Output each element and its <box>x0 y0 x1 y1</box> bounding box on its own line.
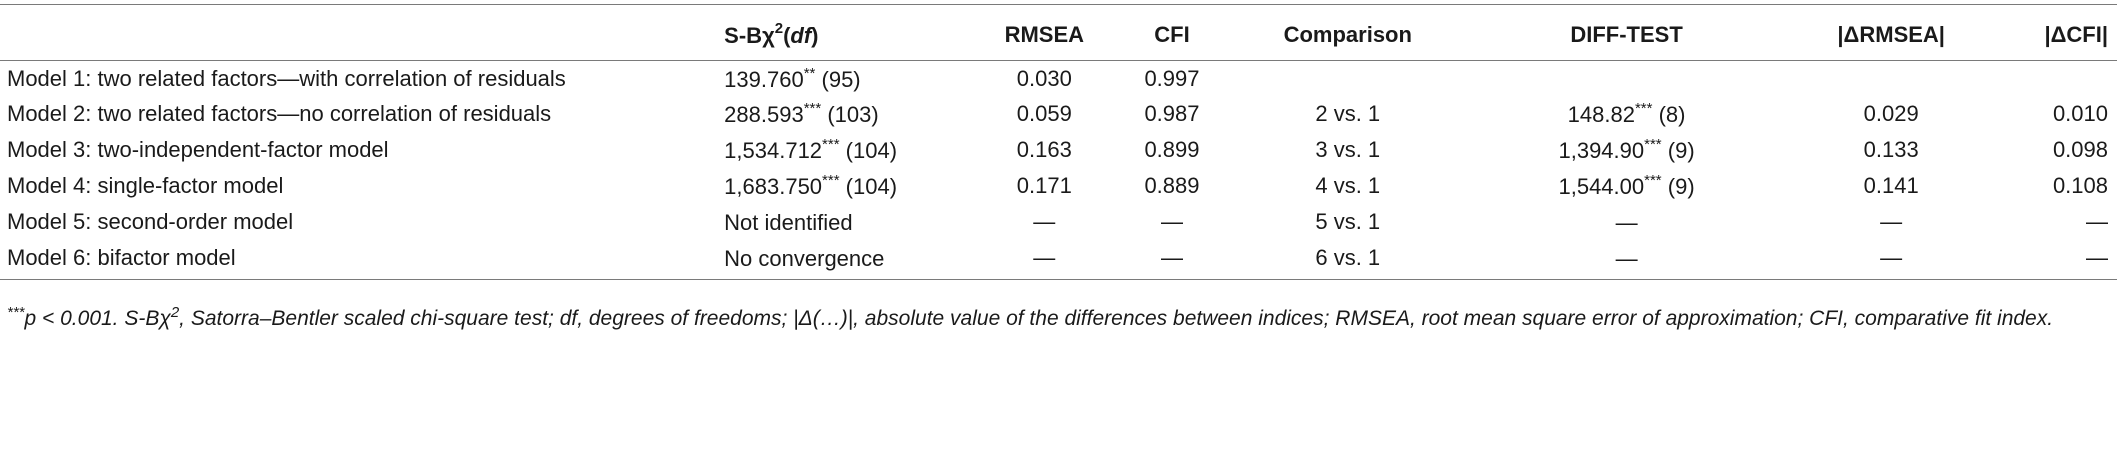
cell-delta-rmsea: — <box>1880 245 1903 270</box>
table-bottom-rule <box>0 279 2117 280</box>
cell-delta-cfi: — <box>2086 245 2108 270</box>
cell-comparison: 4 vs. 1 <box>1315 173 1381 198</box>
cell-delta-rmsea: 0.029 <box>1863 101 1919 126</box>
header-rmsea: RMSEA <box>1004 21 1085 47</box>
cell-sb-chi-square: No convergence <box>724 246 885 271</box>
footnote-stars: *** <box>7 304 25 321</box>
cell-model: Model 1: two related factors—with correl… <box>7 66 566 91</box>
cell-sb-chi-square: 288.593*** (103) <box>724 100 879 127</box>
cell-model: Model 2: two related factors—no correlat… <box>7 101 552 126</box>
cell-rmsea: 0.030 <box>1016 66 1072 91</box>
table-row: Model 5: second-order model Not identifi… <box>0 204 2117 240</box>
cell-rmsea: — <box>1033 209 1056 234</box>
cell-comparison: 2 vs. 1 <box>1315 101 1381 126</box>
footnote-chi: χ <box>159 307 171 330</box>
header-bottom-rule <box>0 60 2117 61</box>
cell-cfi: — <box>1160 209 1183 234</box>
header-comparison: Comparison <box>1283 21 1412 47</box>
table-top-rule <box>0 4 2117 5</box>
header-delta-cfi: |ΔCFI| <box>2044 21 2108 47</box>
footnote-rest: , Satorra–Bentler scaled chi-square test… <box>179 307 2054 330</box>
cell-sb-chi-square: 1,683.750*** (104) <box>724 172 898 199</box>
cell-delta-cfi: — <box>2086 209 2108 234</box>
cell-sb-chi-square: 139.760** (95) <box>724 65 861 92</box>
table-row: Model 4: single-factor model 1,683.750**… <box>0 168 2117 204</box>
cell-model: Model 4: single-factor model <box>7 173 284 198</box>
header-delta-rmsea: |ΔRMSEA| <box>1837 21 1945 47</box>
cell-delta-cfi <box>1989 60 2117 96</box>
cell-delta-rmsea: 0.133 <box>1863 137 1919 162</box>
cell-rmsea: 0.163 <box>1016 137 1072 162</box>
cell-comparison: 3 vs. 1 <box>1315 137 1381 162</box>
cell-delta-cfi: 0.010 <box>2052 101 2108 126</box>
cell-cfi: — <box>1160 245 1183 270</box>
table-row: Model 3: two-independent-factor model 1,… <box>0 132 2117 168</box>
cell-diff-test: 1,394.90*** (9) <box>1558 136 1695 163</box>
cell-diff-test <box>1459 60 1793 96</box>
footnote-p-text: p < 0.001. S-B <box>24 307 160 330</box>
cell-model: Model 6: bifactor model <box>7 245 236 270</box>
cell-rmsea: 0.059 <box>1016 101 1072 126</box>
cell-sb-chi-square: 1,534.712*** (104) <box>724 136 898 163</box>
header-sb-chi-square: S-Bχ2(df) <box>724 20 819 48</box>
cell-diff-test: — <box>1615 210 1638 235</box>
table-row: Model 6: bifactor model No convergence —… <box>0 240 2117 276</box>
cell-delta-cfi: 0.108 <box>2052 173 2108 198</box>
table-row: Model 1: two related factors—with correl… <box>0 60 2117 96</box>
table-footnote: ***p < 0.001. S-Bχ2, Satorra–Bentler sca… <box>7 298 2107 334</box>
cell-cfi: 0.899 <box>1144 137 1200 162</box>
cell-delta-cfi: 0.098 <box>2052 137 2108 162</box>
cell-comparison <box>1236 60 1459 96</box>
cell-cfi: 0.889 <box>1144 173 1200 198</box>
model-fit-table: S-Bχ2(df) RMSEA CFI Comparison DIFF-TEST… <box>0 5 2117 276</box>
cell-diff-test: — <box>1615 246 1638 271</box>
header-row: S-Bχ2(df) RMSEA CFI Comparison DIFF-TEST… <box>0 5 2117 60</box>
cell-cfi: 0.997 <box>1144 66 1200 91</box>
header-diff-test: DIFF-TEST <box>1570 21 1683 47</box>
cell-sb-chi-square: Not identified <box>724 210 853 235</box>
cell-diff-test: 1,544.00*** (9) <box>1558 172 1695 199</box>
cell-rmsea: 0.171 <box>1016 173 1072 198</box>
cell-cfi: 0.987 <box>1144 101 1200 126</box>
footnote-chi-sup: 2 <box>170 304 180 321</box>
cell-delta-rmsea: — <box>1880 209 1903 234</box>
cell-model: Model 3: two-independent-factor model <box>7 137 389 162</box>
cell-diff-test: 148.82*** (8) <box>1567 100 1686 127</box>
cell-delta-rmsea <box>1794 60 1989 96</box>
header-cfi: CFI <box>1154 21 1190 47</box>
header-model <box>0 5 724 60</box>
cell-comparison: 5 vs. 1 <box>1315 209 1381 234</box>
table-row: Model 2: two related factors—no correlat… <box>0 96 2117 132</box>
cell-comparison: 6 vs. 1 <box>1315 245 1381 270</box>
cell-rmsea: — <box>1033 245 1056 270</box>
cell-model: Model 5: second-order model <box>7 209 294 234</box>
cell-delta-rmsea: 0.141 <box>1863 173 1919 198</box>
